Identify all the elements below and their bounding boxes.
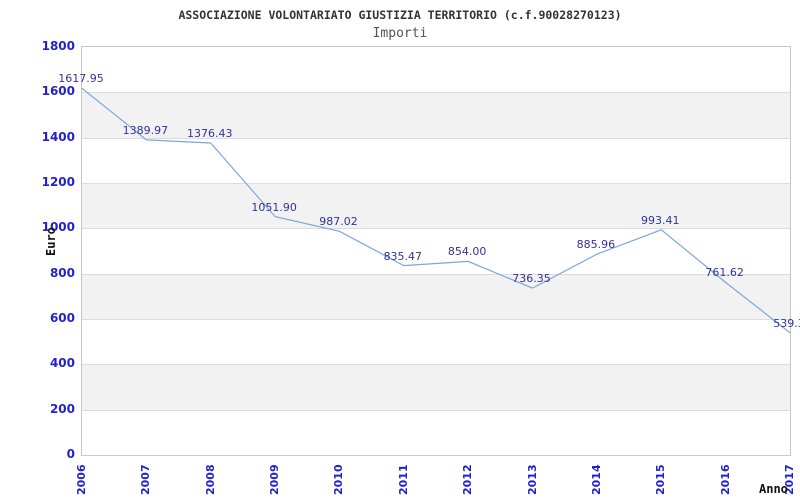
y-tick-label: 0 — [66, 447, 75, 461]
gridline — [82, 228, 790, 230]
data-point-label: 987.02 — [319, 215, 358, 229]
grid-band — [82, 273, 790, 319]
x-tick-label: 2007 — [139, 464, 153, 495]
data-line — [82, 87, 790, 334]
y-tick-label: 600 — [49, 311, 75, 325]
y-tick-label: 1600 — [41, 84, 75, 99]
gridline — [82, 137, 790, 139]
data-point-label: 1617.95 — [58, 72, 104, 86]
data-point-label: 539.3 — [773, 316, 800, 330]
x-tick-label: 2010 — [332, 464, 346, 495]
grid-band — [82, 47, 790, 93]
plot-area — [81, 46, 791, 456]
gridline — [82, 319, 790, 320]
gridline — [82, 409, 790, 411]
x-tick-label: 2013 — [525, 464, 539, 495]
data-point-label: 761.62 — [705, 266, 744, 280]
gridline — [82, 92, 790, 94]
data-point-label: 736.35 — [512, 272, 551, 286]
grid-band — [82, 364, 790, 410]
x-tick-label: 2011 — [396, 464, 410, 495]
grid-band — [82, 137, 790, 183]
x-axis-title: Anno — [759, 482, 788, 496]
x-tick-label: 2009 — [268, 464, 282, 495]
y-axis-title: Euro — [44, 227, 58, 256]
grid-band — [82, 409, 790, 455]
x-tick-label: 2008 — [203, 464, 217, 495]
gridline — [82, 183, 790, 184]
x-tick-label: 2014 — [589, 464, 603, 495]
y-tick-label: 1800 — [41, 39, 75, 53]
data-point-label: 885.96 — [576, 238, 616, 252]
grid-band — [82, 92, 790, 138]
chart-title: ASSOCIAZIONE VOLONTARIATO GIUSTIZIA TERR… — [178, 8, 622, 22]
y-tick-label: 1400 — [41, 129, 75, 144]
x-tick-label: 2006 — [75, 464, 88, 495]
data-point-label: 1051.90 — [251, 200, 297, 214]
grid-band — [82, 228, 790, 274]
x-tick-label: 2015 — [654, 464, 668, 495]
x-tick-label: 2016 — [718, 464, 732, 495]
gridline — [82, 273, 790, 275]
x-tick-label: 2012 — [461, 464, 475, 495]
data-point-label: 835.47 — [383, 249, 423, 263]
y-tick-label: 1000 — [41, 220, 75, 235]
y-tick-label: 400 — [49, 356, 75, 371]
data-point-label: 1376.43 — [186, 127, 233, 140]
data-point-label: 854.00 — [447, 245, 487, 259]
y-tick-label: 1200 — [41, 175, 75, 189]
chart-subtitle: Importi — [372, 26, 428, 41]
grid-band — [82, 183, 790, 229]
gridline — [82, 364, 790, 366]
y-tick-label: 800 — [49, 265, 75, 280]
data-point-label: 993.41 — [641, 213, 680, 227]
data-point-label: 1389.97 — [122, 123, 169, 137]
grid-band — [82, 319, 790, 365]
series-polyline — [82, 87, 790, 334]
y-tick-label: 200 — [49, 401, 75, 416]
